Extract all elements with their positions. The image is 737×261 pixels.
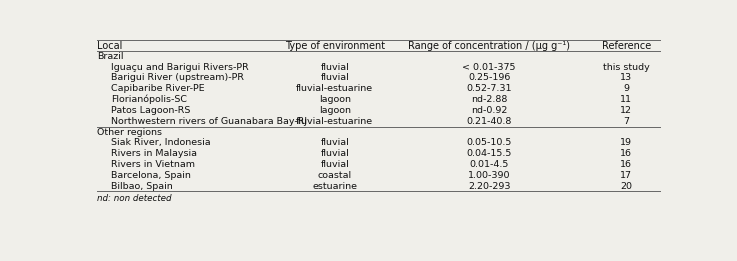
Text: Reference: Reference bbox=[601, 41, 651, 51]
Text: Barcelona, Spain: Barcelona, Spain bbox=[111, 171, 191, 180]
Text: 0.21-40.8: 0.21-40.8 bbox=[467, 117, 511, 126]
Text: lagoon: lagoon bbox=[319, 106, 351, 115]
Text: 12: 12 bbox=[620, 106, 632, 115]
Text: Florianópolis-SC: Florianópolis-SC bbox=[111, 95, 187, 104]
Text: fluvial-estuarine: fluvial-estuarine bbox=[296, 84, 374, 93]
Text: 0.52-7.31: 0.52-7.31 bbox=[467, 84, 511, 93]
Text: Siak River, Indonesia: Siak River, Indonesia bbox=[111, 138, 211, 147]
Text: 2.20-293: 2.20-293 bbox=[468, 182, 510, 191]
Text: < 0.01-375: < 0.01-375 bbox=[462, 63, 516, 72]
Text: fluvial: fluvial bbox=[321, 63, 349, 72]
Text: 0.05-10.5: 0.05-10.5 bbox=[467, 138, 511, 147]
Text: nd-2.88: nd-2.88 bbox=[471, 95, 507, 104]
Text: fluvial: fluvial bbox=[321, 73, 349, 82]
Text: Iguaçu and Barigui Rivers-PR: Iguaçu and Barigui Rivers-PR bbox=[111, 63, 248, 72]
Text: estuarine: estuarine bbox=[312, 182, 357, 191]
Text: coastal: coastal bbox=[318, 171, 352, 180]
Text: Bilbao, Spain: Bilbao, Spain bbox=[111, 182, 172, 191]
Text: 11: 11 bbox=[620, 95, 632, 104]
Text: Patos Lagoon-RS: Patos Lagoon-RS bbox=[111, 106, 190, 115]
Text: 19: 19 bbox=[620, 138, 632, 147]
Text: 0.04-15.5: 0.04-15.5 bbox=[467, 149, 511, 158]
Text: Local: Local bbox=[97, 41, 122, 51]
Text: Type of environment: Type of environment bbox=[284, 41, 385, 51]
Text: 9: 9 bbox=[624, 84, 629, 93]
Text: fluvial: fluvial bbox=[321, 149, 349, 158]
Text: lagoon: lagoon bbox=[319, 95, 351, 104]
Text: Capibaribe River-PE: Capibaribe River-PE bbox=[111, 84, 205, 93]
Text: 0.01-4.5: 0.01-4.5 bbox=[469, 160, 509, 169]
Text: this study: this study bbox=[603, 63, 649, 72]
Text: 0.25-196: 0.25-196 bbox=[468, 73, 510, 82]
Text: nd-0.92: nd-0.92 bbox=[471, 106, 507, 115]
Text: Brazil: Brazil bbox=[97, 52, 123, 61]
Text: 16: 16 bbox=[620, 149, 632, 158]
Text: Rivers in Vietnam: Rivers in Vietnam bbox=[111, 160, 195, 169]
Text: Northwestern rivers of Guanabara Bay-RJ: Northwestern rivers of Guanabara Bay-RJ bbox=[111, 117, 307, 126]
Text: 13: 13 bbox=[620, 73, 632, 82]
Text: Other regions: Other regions bbox=[97, 128, 161, 137]
Text: 17: 17 bbox=[620, 171, 632, 180]
Text: 16: 16 bbox=[620, 160, 632, 169]
Text: Range of concentration / (μg g⁻¹): Range of concentration / (μg g⁻¹) bbox=[408, 41, 570, 51]
Text: 20: 20 bbox=[620, 182, 632, 191]
Text: 7: 7 bbox=[624, 117, 629, 126]
Text: nd: non detected: nd: non detected bbox=[97, 194, 171, 203]
Text: fluvial: fluvial bbox=[321, 160, 349, 169]
Text: Rivers in Malaysia: Rivers in Malaysia bbox=[111, 149, 197, 158]
Text: Barigui River (upstream)-PR: Barigui River (upstream)-PR bbox=[111, 73, 244, 82]
Text: 1.00-390: 1.00-390 bbox=[468, 171, 510, 180]
Text: fluvial: fluvial bbox=[321, 138, 349, 147]
Text: fluvial-estuarine: fluvial-estuarine bbox=[296, 117, 374, 126]
